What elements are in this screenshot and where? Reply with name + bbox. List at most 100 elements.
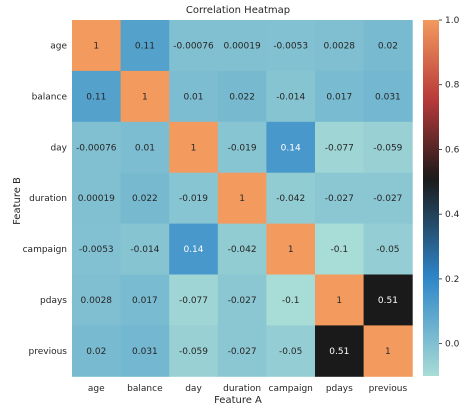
cell-value-label: 0.11: [86, 92, 106, 102]
heatmap-cell: [315, 274, 365, 326]
x-tick-label: age: [88, 384, 105, 394]
heatmap-cell: [217, 223, 267, 275]
cell-value-label: 0.022: [229, 92, 255, 102]
heatmap-cell: [363, 223, 413, 275]
heatmap-cell: [315, 121, 365, 174]
heatmap-cell: [72, 20, 122, 72]
x-tick-label: previous: [369, 384, 408, 394]
heatmap-cell: [169, 325, 219, 377]
heatmap-cell: [120, 20, 170, 72]
colorbar: [423, 20, 439, 376]
heatmap-cell: [72, 274, 122, 326]
heatmap-cell: [266, 325, 316, 377]
cell-value-label: -0.019: [228, 143, 257, 153]
cell-value-label: 0.031: [375, 92, 401, 102]
cell-value-label: -0.059: [373, 143, 402, 153]
heatmap-cell: [120, 121, 170, 174]
cell-value-label: -0.0053: [79, 245, 114, 255]
heatmap-cell: [266, 223, 316, 275]
cell-value-label: 1: [93, 41, 99, 51]
x-tick-label: balance: [127, 384, 163, 394]
y-tick-label: age: [50, 41, 67, 51]
cell-value-label: 0.14: [281, 143, 301, 153]
heatmap-cell: [315, 172, 365, 225]
heatmap-cell: [72, 223, 122, 275]
colorbar-tick-label: 0.8: [445, 81, 460, 91]
heatmap-cell: [169, 172, 219, 225]
heatmap-cell: [217, 274, 267, 326]
cell-value-label: -0.019: [179, 194, 208, 204]
heatmap-cell: [120, 70, 170, 123]
y-axis-label: Feature B: [12, 177, 23, 225]
y-tick-label: pdays: [40, 296, 67, 306]
heatmap-cell: [266, 70, 316, 123]
y-tick-label: balance: [32, 92, 68, 102]
heatmap-cell: [315, 20, 365, 72]
x-tick-label: day: [185, 384, 202, 394]
y-tick-label: duration: [29, 194, 67, 204]
cell-value-label: 1: [239, 194, 245, 204]
heatmap-cell: [266, 274, 316, 326]
heatmap-cell: [266, 20, 316, 72]
heatmap-cell: [72, 325, 122, 377]
cell-value-label: -0.027: [228, 296, 257, 306]
heatmap-cell: [363, 70, 413, 123]
cell-value-label: 0.017: [132, 296, 158, 306]
cell-value-label: -0.027: [228, 347, 257, 357]
cell-value-label: 0.00019: [223, 41, 260, 51]
heatmap-cell: [266, 172, 316, 225]
cell-value-label: -0.014: [130, 245, 159, 255]
heatmap-cell: [363, 172, 413, 225]
cell-value-label: -0.05: [279, 347, 302, 357]
cell-value-label: -0.042: [276, 194, 305, 204]
heatmap-cell: [120, 274, 170, 326]
heatmap-cell: [72, 70, 122, 123]
heatmap-cell: [169, 70, 219, 123]
cell-value-label: 0.51: [378, 296, 398, 306]
heatmap-cell: [169, 274, 219, 326]
cell-value-label: -0.077: [179, 296, 208, 306]
cell-value-label: 0.01: [135, 143, 155, 153]
heatmap-cell: [363, 325, 413, 377]
cell-value-label: -0.027: [325, 194, 354, 204]
cell-value-label: -0.027: [373, 194, 402, 204]
cell-value-label: 0.01: [183, 92, 203, 102]
heatmap-cell: [363, 20, 413, 72]
colorbar-tick-label: 0.4: [445, 210, 460, 220]
cell-value-label: 0.00019: [78, 194, 115, 204]
cell-value-label: 0.017: [326, 92, 352, 102]
heatmap-cell: [315, 325, 365, 377]
heatmap-cell: [217, 172, 267, 225]
cell-value-label: -0.05: [376, 245, 399, 255]
cell-value-label: 0.0028: [324, 41, 356, 51]
colorbar-tick-label: 0.2: [445, 275, 459, 285]
colorbar-tick-label: 1.0: [445, 16, 460, 26]
cell-value-label: -0.077: [325, 143, 354, 153]
cell-value-label: 1: [142, 92, 148, 102]
colorbar-tick-label: 0.6: [445, 145, 460, 155]
heatmap-cell: [120, 325, 170, 377]
cell-value-label: -0.1: [282, 296, 300, 306]
cell-value-label: 1: [336, 296, 342, 306]
heatmap-cell: [363, 121, 413, 174]
heatmap-cell: [315, 223, 365, 275]
x-tick-label: duration: [223, 384, 261, 394]
y-tick-label: previous: [29, 347, 68, 357]
heatmap-cell: [217, 70, 267, 123]
heatmap-cell: [363, 274, 413, 326]
cell-value-label: 0.14: [183, 245, 203, 255]
heatmap-cell: [169, 223, 219, 275]
heatmap-cell: [120, 223, 170, 275]
cell-value-label: 0.031: [132, 347, 158, 357]
cell-value-label: 0.0028: [81, 296, 113, 306]
y-tick-label: campaign: [23, 245, 67, 255]
heatmap-cell: [72, 121, 122, 174]
heatmap-cell: [169, 121, 219, 174]
cell-value-label: 1: [191, 143, 197, 153]
cell-value-label: 0.022: [132, 194, 158, 204]
heatmap-cell: [315, 70, 365, 123]
cell-value-label: -0.00076: [173, 41, 214, 51]
heatmap-cell: [217, 20, 267, 72]
heatmap-cell: [217, 121, 267, 174]
